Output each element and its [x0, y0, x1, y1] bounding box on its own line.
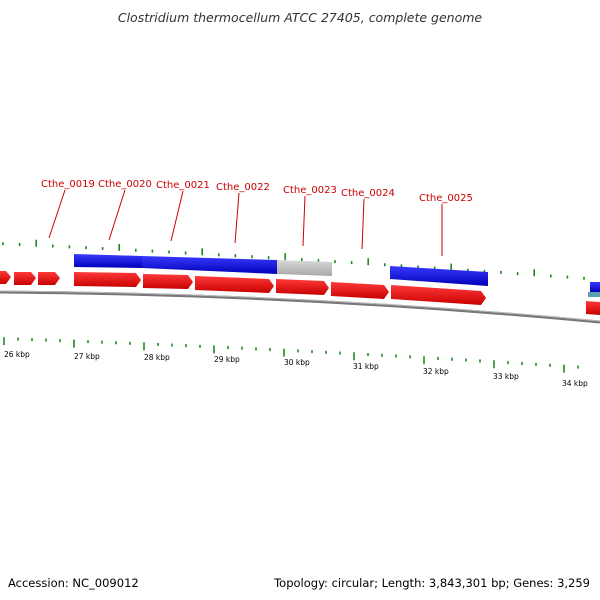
gene-label-cthe-0024: Cthe_0024 — [341, 188, 395, 199]
gene-label-cthe-0023: Cthe_0023 — [283, 185, 337, 196]
genome-backbone-highlight — [0, 290, 600, 322]
gene-label-cthe-0025: Cthe_0025 — [419, 193, 473, 204]
kbp-label-28: 28 kbp — [144, 353, 170, 362]
kbp-label-26: 26 kbp — [4, 350, 30, 359]
leader-line — [170, 190, 184, 242]
feature-reverse-edge[interactable] — [586, 301, 600, 315]
feature-cthe-0023[interactable] — [277, 260, 332, 276]
leader-line — [361, 198, 365, 250]
forward-strand-track — [74, 254, 600, 292]
feature-small-2[interactable] — [38, 272, 60, 285]
feature-reverse-4[interactable] — [276, 279, 329, 295]
accession-text: Accession: NC_009012 — [8, 576, 139, 590]
genome-backbone — [0, 290, 600, 324]
scale-track — [3, 337, 579, 373]
feature-reverse-1[interactable] — [74, 272, 141, 287]
leader-line — [108, 189, 126, 241]
genome-summary-text: Topology: circular; Length: 3,843,301 bp… — [274, 576, 590, 590]
gc-content-track — [2, 239, 585, 280]
kbp-label-30: 30 kbp — [284, 358, 310, 367]
scale-labels: 26 kbp 27 kbp 28 kbp 29 kbp 30 kbp 31 kb… — [4, 350, 588, 388]
gene-labels: Cthe_0019 Cthe_0020 Cthe_0021 Cthe_0022 … — [41, 179, 473, 204]
leader-line — [234, 192, 240, 244]
gene-label-cthe-0019: Cthe_0019 — [41, 179, 95, 190]
leader-line — [302, 195, 306, 247]
feature-reverse-5[interactable] — [331, 282, 389, 299]
feature-small-1[interactable] — [14, 272, 36, 285]
kbp-label-29: 29 kbp — [214, 355, 240, 364]
leader-line — [48, 189, 66, 239]
map-title: Clostridium thermocellum ATCC 27405, com… — [117, 10, 483, 25]
label-leader-lines — [48, 189, 443, 256]
feature-edge-left[interactable] — [0, 271, 11, 284]
feature-cthe-0021-0022[interactable] — [142, 256, 277, 274]
kbp-label-31: 31 kbp — [353, 362, 379, 371]
kbp-label-27: 27 kbp — [74, 352, 100, 361]
feature-edge-right[interactable] — [590, 282, 600, 292]
feature-edge-teal — [588, 292, 600, 297]
gene-label-cthe-0022: Cthe_0022 — [216, 182, 270, 193]
gene-label-cthe-0021: Cthe_0021 — [156, 180, 210, 191]
kbp-label-32: 32 kbp — [423, 367, 449, 376]
feature-reverse-3[interactable] — [195, 276, 274, 293]
gene-label-cthe-0020: Cthe_0020 — [98, 179, 152, 190]
kbp-label-33: 33 kbp — [493, 372, 519, 381]
feature-cthe-0020[interactable] — [74, 254, 142, 268]
feature-reverse-2[interactable] — [143, 274, 193, 289]
feature-reverse-6[interactable] — [391, 285, 486, 305]
reverse-strand-track — [0, 271, 600, 315]
kbp-label-34: 34 kbp — [562, 379, 588, 388]
feature-cthe-0025[interactable] — [390, 266, 488, 286]
